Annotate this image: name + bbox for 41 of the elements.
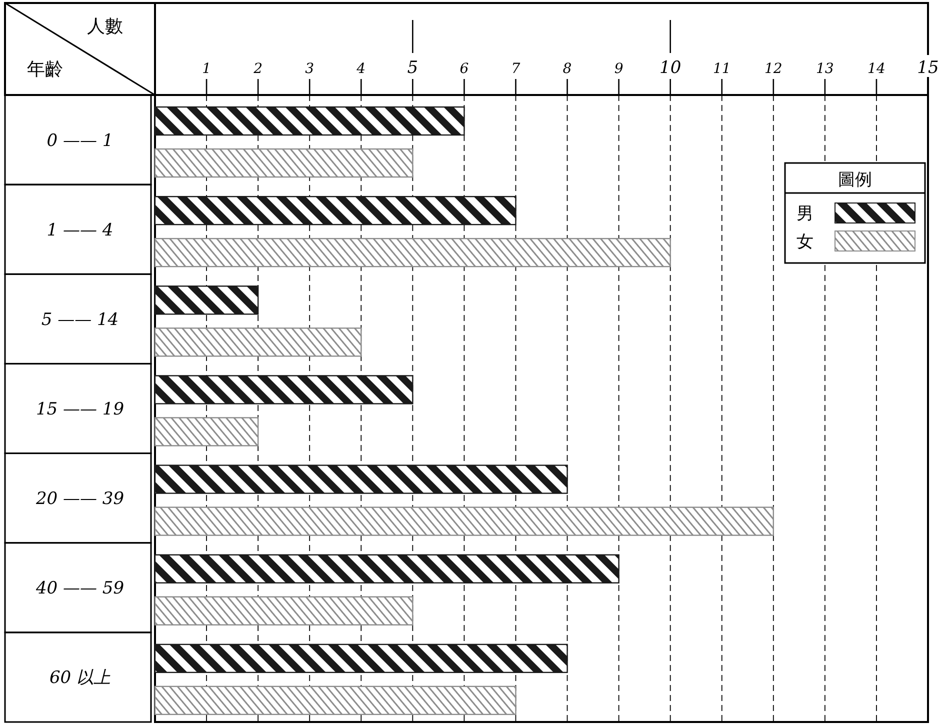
bar bbox=[154, 554, 620, 584]
bar bbox=[154, 238, 671, 268]
bar bbox=[154, 644, 568, 674]
x-tick-label: 8 bbox=[562, 61, 572, 77]
bar bbox=[154, 148, 414, 178]
x-tick-label: 10 bbox=[660, 58, 682, 78]
x-tick-label: 1 bbox=[202, 61, 211, 77]
legend-title: 圖例 bbox=[838, 170, 872, 190]
legend-label: 女 bbox=[796, 232, 814, 252]
y-tick-label: 1 —— 4 bbox=[46, 220, 114, 240]
y-tick-label: 40 —— 59 bbox=[34, 578, 124, 599]
y-tick-label: 60 以上 bbox=[49, 668, 111, 688]
y-tick-label: 15 —— 19 bbox=[36, 400, 124, 420]
x-tick-label: 6 bbox=[460, 61, 469, 77]
bar bbox=[154, 417, 259, 446]
x-tick-label: 3 bbox=[305, 61, 314, 77]
legend-label: 男 bbox=[796, 204, 814, 224]
x-tick-label: 4 bbox=[356, 61, 366, 77]
x-tick-label: 15 bbox=[917, 58, 939, 78]
bar bbox=[154, 596, 414, 626]
y-tick-label: 0 —— 1 bbox=[46, 130, 114, 151]
bar bbox=[154, 464, 568, 494]
x-tick-label: 7 bbox=[511, 61, 520, 77]
bar bbox=[154, 686, 516, 716]
x-tick-label: 5 bbox=[407, 58, 418, 78]
bar bbox=[154, 506, 774, 536]
x-tick-label: 11 bbox=[712, 61, 731, 77]
x-tick-label: 2 bbox=[252, 61, 263, 77]
bar bbox=[154, 375, 414, 404]
y-axis-title: 年齡 bbox=[27, 59, 63, 80]
x-tick-label: 13 bbox=[816, 61, 834, 77]
x-tick-label: 14 bbox=[868, 61, 886, 77]
x-tick-label: 12 bbox=[764, 61, 782, 77]
x-tick-label: 9 bbox=[614, 61, 624, 77]
bar bbox=[154, 196, 516, 226]
x-axis-title: 人數 bbox=[87, 16, 123, 37]
bar bbox=[154, 286, 259, 315]
y-tick-label: 20 —— 39 bbox=[34, 489, 124, 510]
bar bbox=[154, 328, 362, 357]
bar bbox=[154, 106, 465, 136]
y-tick-label: 5 —— 14 bbox=[41, 310, 119, 330]
